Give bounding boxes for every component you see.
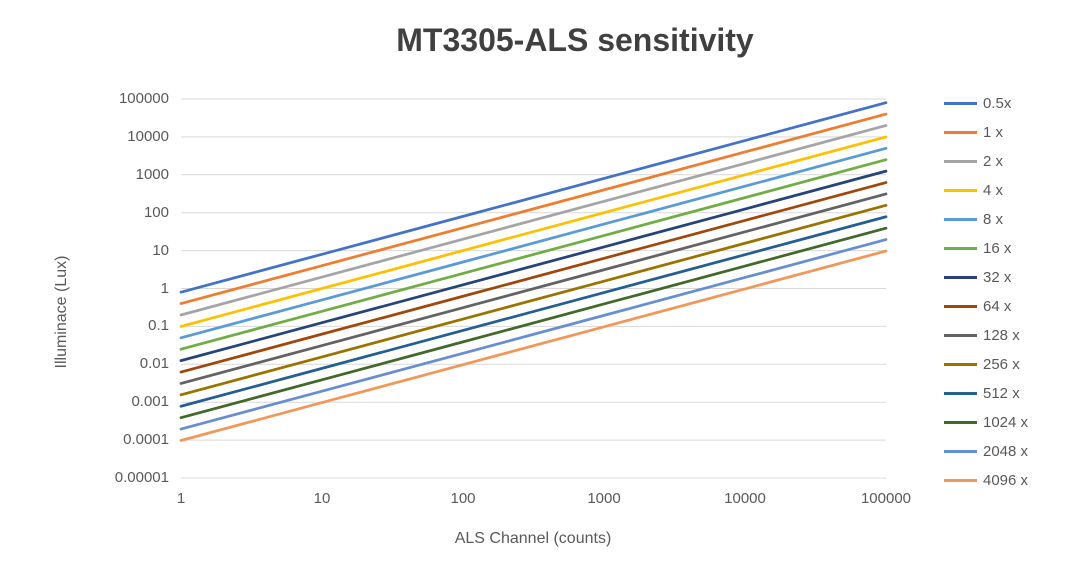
- legend-label: 4 x: [983, 181, 1004, 199]
- legend-swatch: [944, 391, 977, 395]
- series-line-4-x: [179, 135, 888, 328]
- legend-label: 1 x: [983, 123, 1004, 141]
- x-tick-label: 100000: [860, 490, 912, 507]
- legend-swatch: [944, 275, 977, 279]
- y-tick-label: 10000: [127, 127, 169, 145]
- legend-item-4-x: 4 x: [944, 181, 1004, 199]
- legend-swatch: [944, 478, 977, 482]
- x-tick-label: 10: [313, 490, 331, 507]
- legend-item-2048-x: 2048 x: [944, 442, 1029, 460]
- series-line-0-5x: [179, 101, 888, 294]
- legend-item-8-x: 8 x: [944, 210, 1004, 228]
- legend-item-128-x: 128 x: [944, 326, 1020, 344]
- y-tick-label: 0.0001: [123, 431, 169, 449]
- series-line-1024-x: [179, 226, 888, 420]
- x-tick-label: 1: [176, 490, 186, 507]
- series-line-256-x: [179, 203, 888, 397]
- y-tick-label: 100000: [118, 90, 169, 107]
- series-line-16-x: [179, 158, 888, 351]
- legend-label: 16 x: [983, 239, 1012, 257]
- legend-label: 8 x: [983, 210, 1004, 228]
- series-line-1-x: [179, 112, 888, 305]
- x-axis-title: ALS Channel (counts): [454, 530, 612, 547]
- legend-item-1-x: 1 x: [944, 123, 1004, 141]
- legend-label: 512 x: [983, 384, 1020, 402]
- legend-swatch: [944, 188, 977, 192]
- series-line-32-x: [179, 169, 888, 363]
- legend-item-16-x: 16 x: [944, 239, 1012, 257]
- legend-swatch: [944, 304, 977, 308]
- legend-item-1024-x: 1024 x: [944, 413, 1029, 431]
- legend-swatch: [944, 101, 977, 105]
- legend-swatch: [944, 217, 977, 221]
- legend-swatch: [944, 246, 977, 250]
- y-tick-label: 0.1: [148, 317, 169, 335]
- y-tick-label: 1000: [135, 165, 169, 183]
- legend-item-32-x: 32 x: [944, 268, 1012, 286]
- y-tick-label: 100: [143, 203, 169, 221]
- y-tick-label: 10: [152, 241, 169, 259]
- legend-swatch: [944, 362, 977, 366]
- legend-label: 2048 x: [983, 442, 1029, 460]
- legend-item-2-x: 2 x: [944, 152, 1004, 170]
- legend-swatch: [944, 420, 977, 424]
- y-tick-label: 0.01: [139, 355, 169, 373]
- legend-item-0-5x: 0.5x: [944, 94, 1012, 112]
- legend-label: 32 x: [983, 268, 1012, 286]
- y-tick-label: 1: [160, 279, 169, 297]
- legend-label: 128 x: [983, 326, 1020, 344]
- legend-label: 4096 x: [983, 471, 1029, 489]
- series-line-4096-x: [179, 249, 888, 442]
- legend-item-64-x: 64 x: [944, 297, 1012, 315]
- x-tick-label: 1000: [587, 490, 621, 507]
- legend-label: 2 x: [983, 152, 1004, 170]
- legend-item-4096-x: 4096 x: [944, 471, 1029, 489]
- y-tick-label: 0.001: [131, 393, 169, 411]
- legend-swatch: [944, 449, 977, 453]
- series-line-64-x: [179, 181, 888, 374]
- chart-title: MT3305-ALS sensitivity: [396, 22, 754, 58]
- legend-swatch: [944, 333, 977, 337]
- series-line-2048-x: [179, 238, 888, 431]
- series-line-2-x: [179, 124, 888, 317]
- series-line-512-x: [179, 215, 888, 408]
- legend-swatch: [944, 159, 977, 163]
- legend-label: 1024 x: [983, 413, 1029, 431]
- legend-label: 0.5x: [983, 94, 1012, 112]
- x-tick-label: 100: [450, 490, 476, 507]
- legend-label: 256 x: [983, 355, 1020, 373]
- series-line-8-x: [179, 146, 888, 340]
- series-line-128-x: [179, 192, 888, 385]
- legend-item-512-x: 512 x: [944, 384, 1020, 402]
- legend-label: 64 x: [983, 297, 1012, 315]
- legend-swatch: [944, 130, 977, 134]
- x-tick-label: 10000: [724, 490, 766, 507]
- y-tick-label: 0.00001: [114, 469, 169, 486]
- legend-item-256-x: 256 x: [944, 355, 1020, 373]
